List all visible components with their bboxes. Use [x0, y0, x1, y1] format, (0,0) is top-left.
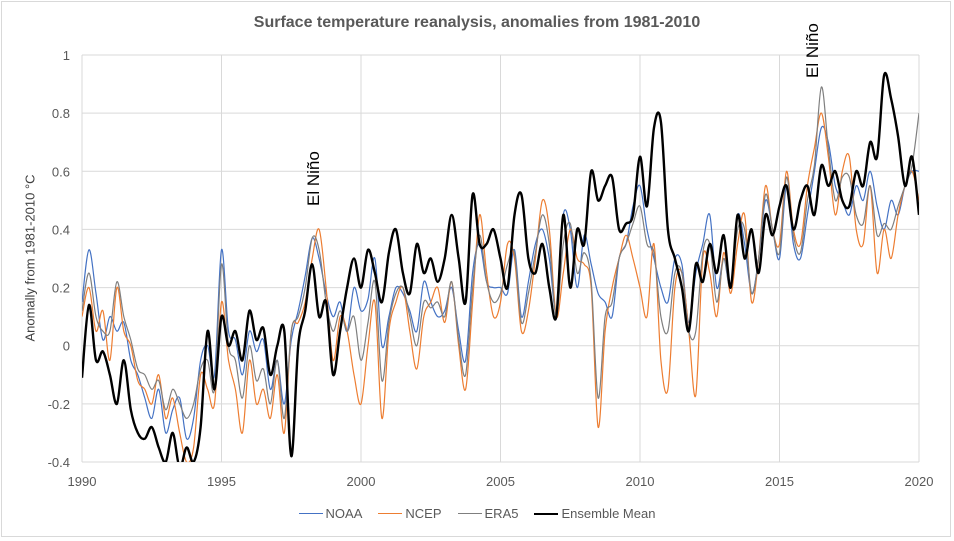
series-line-noaa	[82, 125, 919, 440]
x-tick-label: 2020	[905, 474, 934, 489]
chart-title: Surface temperature reanalysis, anomalie…	[253, 14, 701, 31]
legend-label-ncep: NCEP	[405, 506, 442, 521]
series-line-ensemble-mean	[82, 71, 919, 462]
series-line-era5	[82, 86, 919, 420]
x-tick-label: 1990	[68, 474, 97, 489]
legend-swatch-noaa	[298, 513, 323, 514]
legend-swatch-ncep	[378, 513, 403, 514]
legend-item-ensemble-mean[interactable]: Ensemble Mean	[534, 506, 655, 521]
x-tick-labels: 1990 1995 2000 2005 2010 2015 2020	[68, 474, 934, 489]
legend-label-noaa: NOAA	[325, 506, 363, 521]
x-tick-label: 1995	[207, 474, 236, 489]
legend-swatch-ensemble-mean	[534, 512, 559, 515]
x-tick-label: 2015	[765, 474, 794, 489]
x-tick-label: 2005	[486, 474, 515, 489]
series-lines	[82, 71, 919, 462]
annotation-el-nino: El Niño	[802, 23, 822, 79]
y-tick-label: 0.8	[52, 106, 70, 121]
legend-swatch-era5	[457, 513, 482, 514]
y-tick-label: 1	[63, 48, 70, 63]
y-tick-labels: -0.4 -0.2 0 0.2 0.4 0.6 0.8 1	[48, 48, 70, 470]
legend-label-ensemble-mean: Ensemble Mean	[561, 506, 656, 521]
x-tick-label: 2010	[626, 474, 655, 489]
legend-item-era5[interactable]: ERA5	[457, 506, 519, 521]
x-tick-label: 2000	[347, 474, 376, 489]
y-tick-label: -0.4	[48, 455, 70, 470]
y-tick-label: 0.2	[52, 281, 70, 296]
y-tick-label: 0.4	[52, 222, 70, 237]
series-line-ncep	[82, 112, 919, 462]
annotation-el-nino: El Niño	[303, 151, 323, 207]
legend-item-ncep[interactable]: NCEP	[378, 506, 442, 521]
y-tick-label: -0.2	[48, 397, 70, 412]
legend: NOAA NCEP ERA5 Ensemble Mean	[0, 506, 954, 521]
y-tick-label: 0.6	[52, 164, 70, 179]
legend-item-noaa[interactable]: NOAA	[298, 506, 363, 521]
legend-label-era5: ERA5	[484, 506, 519, 521]
y-tick-label: 0	[63, 339, 70, 354]
